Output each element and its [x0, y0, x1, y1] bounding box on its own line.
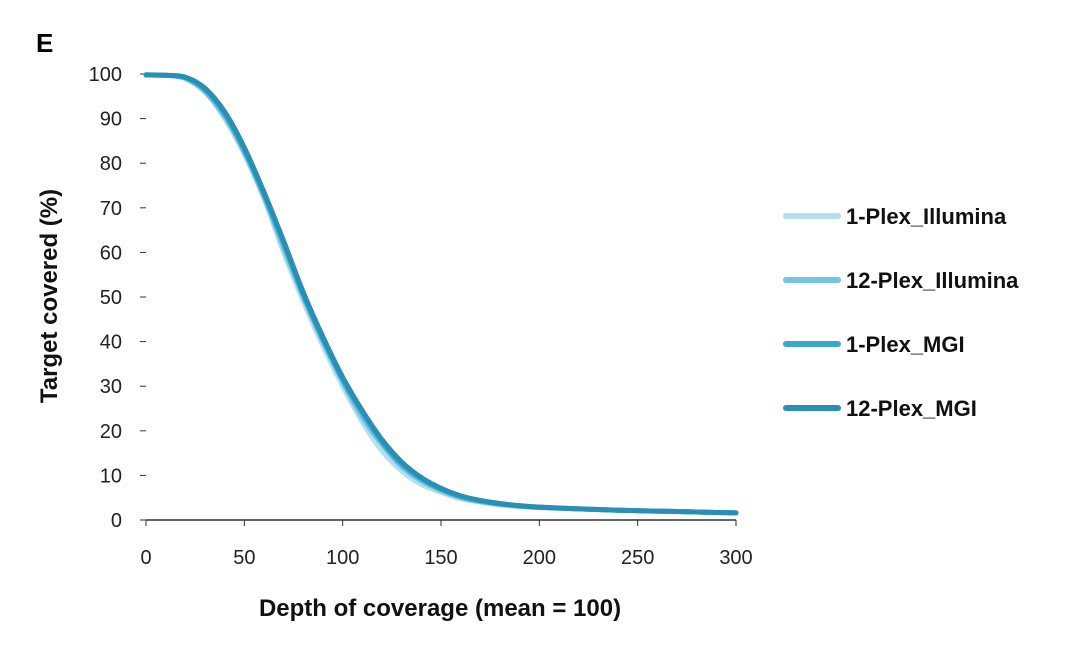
legend-label: 12-Plex_MGI — [846, 396, 977, 421]
x-tick-label: 150 — [424, 547, 457, 569]
x-axis-ticks: 0 50 100 150 200 250 300 — [140, 520, 753, 569]
y-tick-label: 70 — [100, 198, 122, 220]
series-line-12-plex-mgi — [143, 72, 739, 516]
series-line-1-plex-mgi — [143, 72, 739, 516]
x-tick-label: 50 — [233, 547, 255, 569]
x-tick-label: 100 — [326, 547, 359, 569]
y-tick-label: 40 — [100, 332, 122, 354]
x-tick-label: 250 — [621, 547, 654, 569]
panel-label: E — [36, 28, 53, 58]
y-tick-label: 60 — [100, 242, 122, 264]
legend-label: 1-Plex_Illumina — [846, 204, 1007, 229]
x-tick-label: 200 — [523, 547, 556, 569]
legend: 1-Plex_Illumina 12-Plex_Illumina 1-Plex_MG… — [783, 204, 1019, 421]
y-tick-label: 80 — [100, 153, 122, 175]
y-tick-label: 0 — [111, 510, 122, 532]
y-tick-label: 50 — [100, 287, 122, 309]
y-tick-label: 10 — [100, 465, 122, 487]
x-tick-label: 300 — [719, 547, 752, 569]
series-lines — [143, 72, 739, 516]
x-axis-title: Depth of coverage (mean = 100) — [259, 595, 621, 622]
legend-label: 1-Plex_MGI — [846, 332, 965, 357]
y-axis-title: Target covered (%) — [36, 189, 63, 403]
y-axis-ticks: 0 10 20 30 40 50 60 70 80 90 100 — [89, 64, 146, 532]
y-tick-label: 20 — [100, 421, 122, 443]
series-line-1-plex-illumina — [143, 72, 739, 516]
y-tick-label: 30 — [100, 376, 122, 398]
y-tick-label: 100 — [89, 64, 122, 86]
legend-label: 12-Plex_Illumina — [846, 268, 1019, 293]
y-tick-label: 90 — [100, 109, 122, 131]
series-line-12-plex-illumina — [143, 72, 739, 516]
x-tick-label: 0 — [140, 547, 151, 569]
